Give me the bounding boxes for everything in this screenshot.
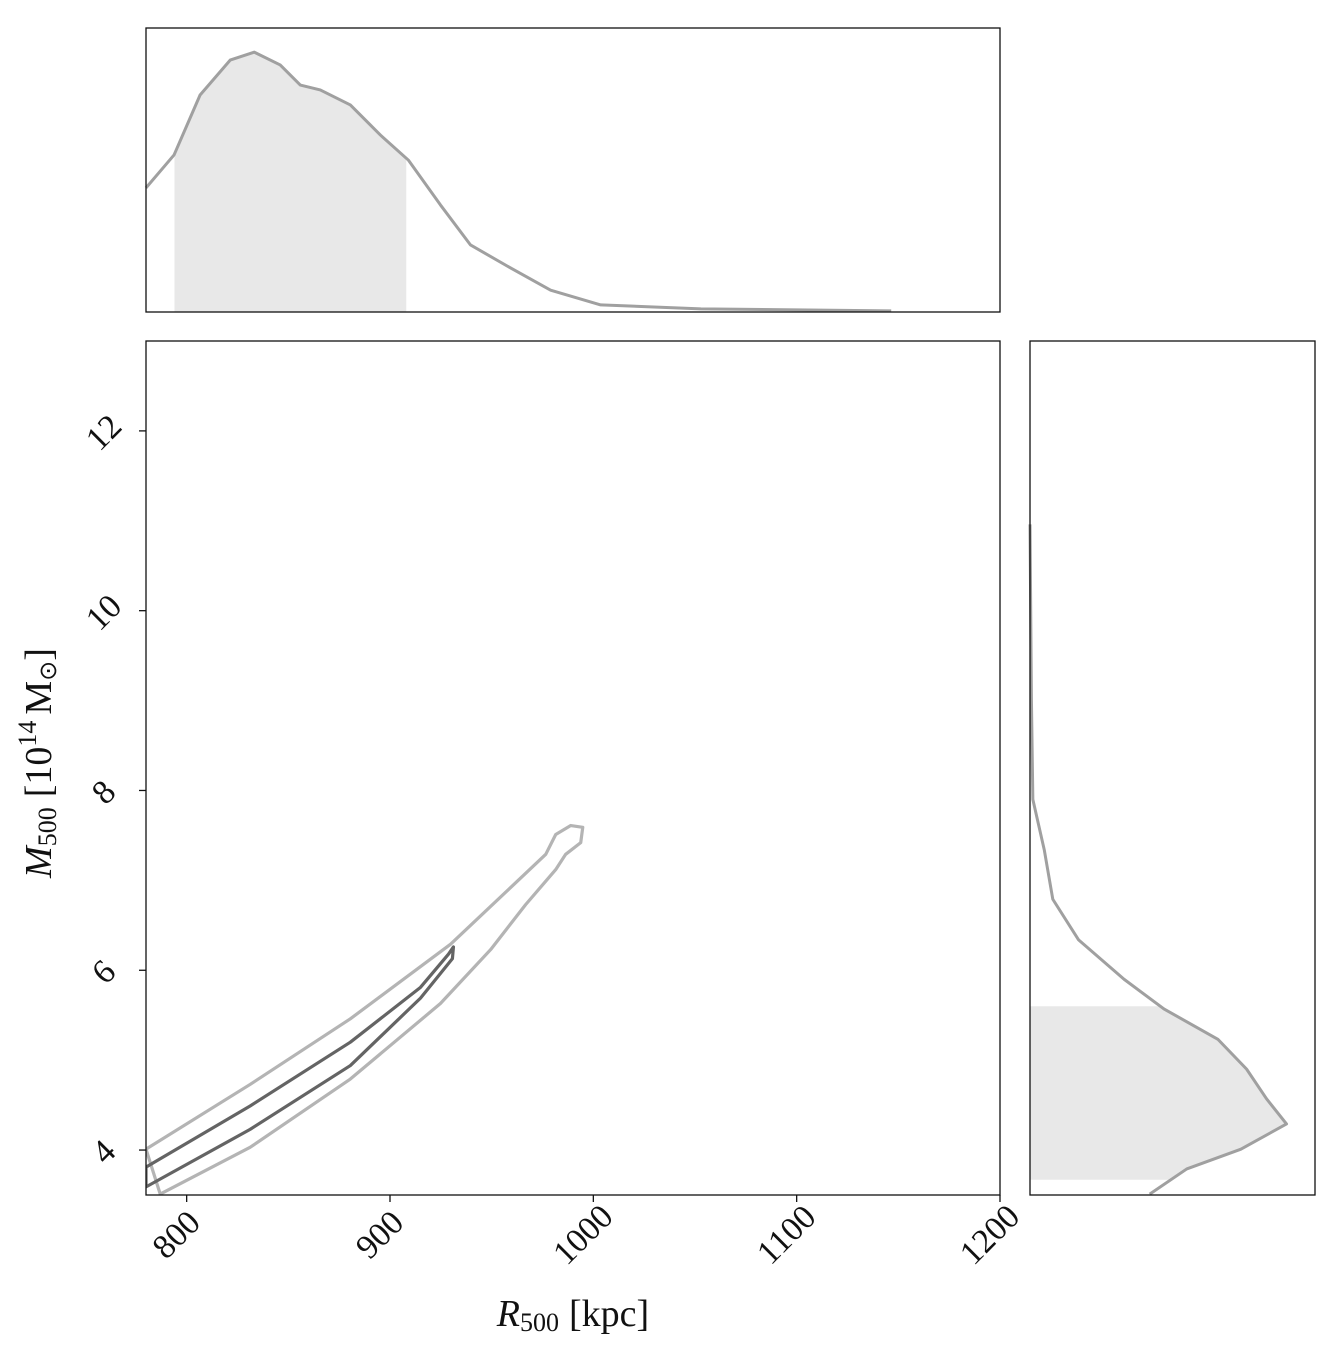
x-tick-label: 900 [349, 1204, 411, 1266]
y-tick-label: 10 [79, 588, 129, 638]
label-subscript: ⊙ [36, 661, 62, 681]
label-unit: [10 [18, 747, 60, 798]
label-subscript: 500 [520, 1308, 559, 1337]
label-symbol: M [18, 844, 60, 879]
contour-line [146, 945, 456, 1189]
x-tick-label: 1000 [546, 1198, 620, 1272]
density-line [1028, 524, 1288, 1196]
label-superscript: 14 [13, 721, 42, 747]
y-axis-label: M500[1014M⊙] [13, 648, 62, 879]
credible-interval [1030, 1006, 1287, 1180]
panel-frame [1029, 340, 1316, 1196]
y-tick-label: 6 [85, 953, 123, 991]
y-tick-label: 8 [85, 773, 123, 811]
panel-frame [145, 27, 1001, 313]
label-unit: ] [18, 648, 60, 661]
label-unit: M [18, 681, 60, 715]
y-tick-label: 4 [85, 1133, 123, 1171]
contour-group [146, 823, 585, 1195]
y-tick-label: 12 [79, 408, 129, 458]
contour-line [146, 823, 585, 1195]
x-tick-label: 1100 [750, 1198, 823, 1271]
panel-frame [145, 340, 1001, 1196]
density-line [144, 50, 892, 313]
label-unit: [kpc] [569, 1293, 649, 1335]
x-tick-label: 1200 [953, 1198, 1027, 1272]
credible-interval [174, 52, 407, 312]
x-axis-label: R500 [kpc] [496, 1293, 649, 1337]
label-subscript: 500 [33, 807, 62, 846]
x-tick-label: 800 [146, 1204, 208, 1266]
label-symbol: R [496, 1293, 520, 1335]
